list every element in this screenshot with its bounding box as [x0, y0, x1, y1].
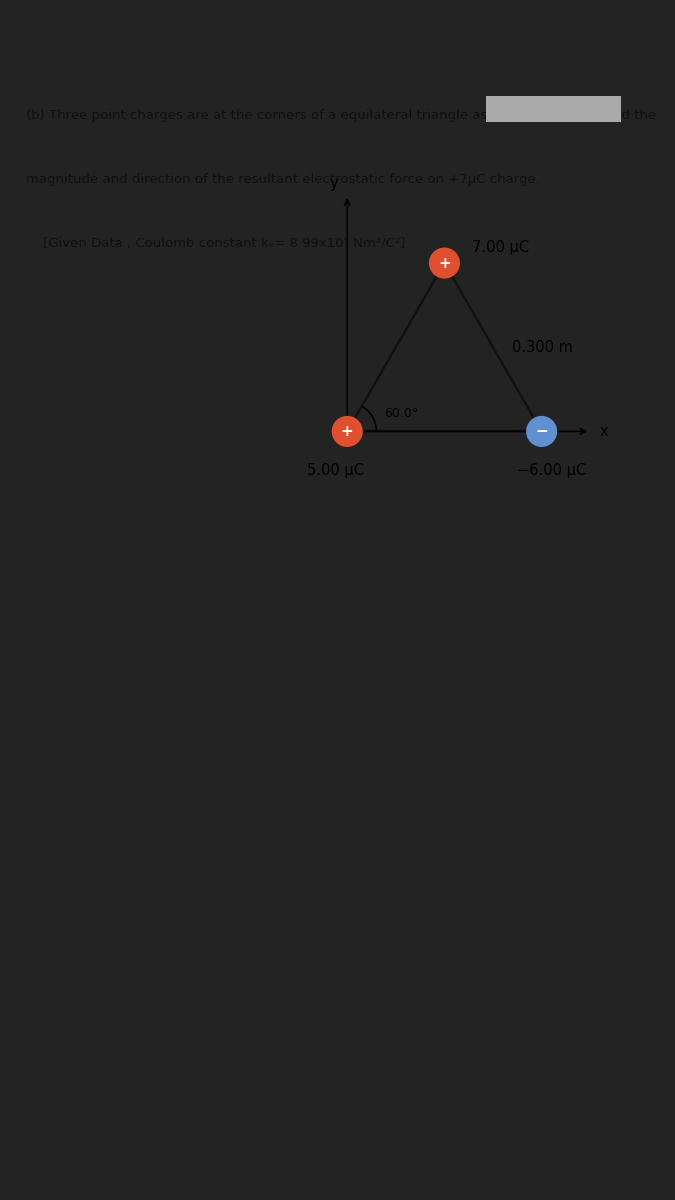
Text: 5.00 μC: 5.00 μC [307, 462, 364, 478]
Text: (b) Three point charges are at the corners of a equilateral triangle as shown in: (b) Three point charges are at the corne… [26, 108, 657, 121]
Circle shape [429, 247, 460, 278]
Text: −6.00 μC: −6.00 μC [517, 462, 586, 478]
Text: −: − [535, 424, 548, 439]
Text: 7.00 μC: 7.00 μC [472, 240, 529, 256]
Text: [Given Data , Coulomb constant kₑ= 8.99x10⁹ Nm²/C²]: [Given Data , Coulomb constant kₑ= 8.99x… [26, 236, 406, 250]
Text: magnitude and direction of the resultant electrostatic force on +7μC charge.: magnitude and direction of the resultant… [26, 173, 540, 186]
Text: x: x [600, 424, 609, 439]
Text: y: y [329, 176, 338, 191]
Text: +: + [438, 256, 451, 270]
Text: 60.0°: 60.0° [384, 407, 418, 420]
Circle shape [331, 416, 362, 446]
Circle shape [526, 416, 557, 446]
Text: +: + [341, 424, 354, 439]
Text: 0.300 m: 0.300 m [512, 340, 573, 355]
